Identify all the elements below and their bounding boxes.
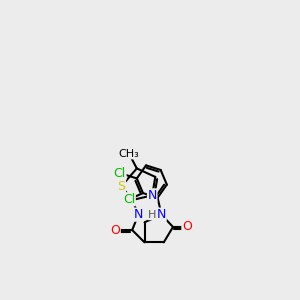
Text: N: N — [134, 208, 143, 221]
Text: H: H — [148, 210, 156, 220]
Text: O: O — [182, 220, 192, 233]
Text: N: N — [148, 189, 157, 202]
Text: N: N — [157, 208, 166, 221]
Text: Cl: Cl — [123, 193, 135, 206]
Text: CH₃: CH₃ — [119, 149, 140, 159]
Text: S: S — [117, 180, 125, 193]
Text: Cl: Cl — [114, 167, 126, 180]
Text: O: O — [110, 224, 120, 236]
